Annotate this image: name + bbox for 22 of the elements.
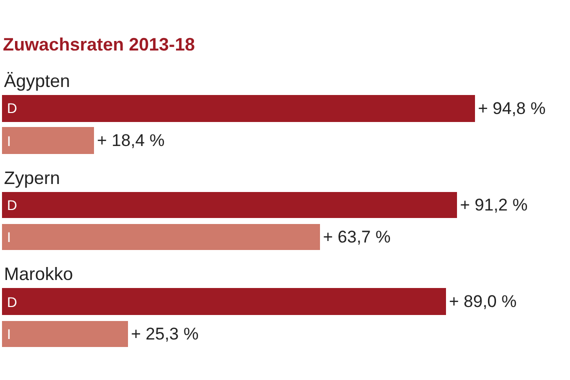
bar — [2, 127, 94, 154]
series-label: D — [7, 100, 18, 116]
bar — [2, 192, 457, 218]
data-label: + 63,7 % — [323, 228, 391, 246]
data-label: + 89,0 % — [449, 292, 517, 311]
data-label: + 25,3 % — [131, 324, 199, 344]
bar — [2, 95, 475, 122]
series-label: I — [7, 133, 11, 149]
data-label: + 94,8 % — [478, 99, 546, 118]
data-label: + 18,4 % — [97, 131, 165, 150]
bar — [2, 224, 320, 250]
y-tick-label: Zypern — [4, 168, 60, 188]
bar — [2, 288, 446, 315]
text: I — [7, 229, 11, 245]
text: D — [7, 294, 18, 310]
y-tick-label: Ägypten — [4, 71, 70, 91]
data-label: + 91,2 % — [460, 196, 528, 214]
text: D — [7, 197, 18, 213]
y-tick-label: Marokko — [4, 264, 74, 284]
bar — [2, 321, 128, 347]
text: I — [7, 326, 11, 342]
text: Zuwachsraten 2013-18 — [2, 34, 195, 55]
